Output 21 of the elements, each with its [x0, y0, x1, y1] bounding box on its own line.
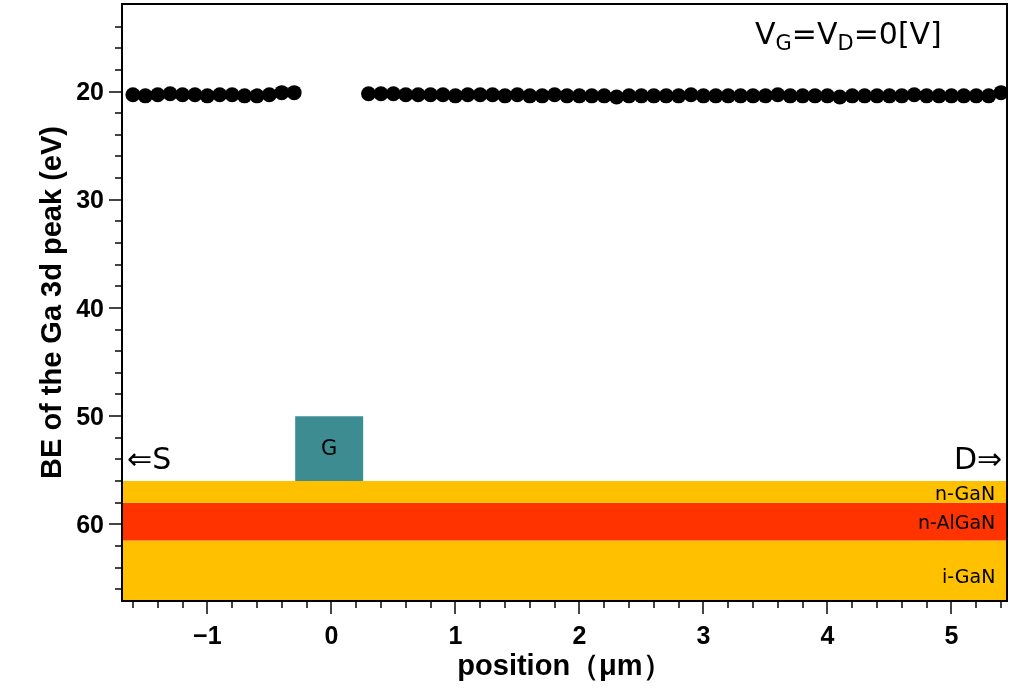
y-tick-label: 20 — [76, 77, 104, 106]
x-axis-title: position（μm） — [457, 649, 672, 681]
annotation: n-GaN — [935, 482, 996, 504]
y-tick-label: 30 — [76, 185, 104, 214]
x-tick-label: 0 — [324, 621, 339, 649]
annotation: V$_{G}$=V$_{D}$=0[V] — [755, 16, 942, 56]
x-tick-label: 5 — [944, 621, 959, 649]
annotation: n-AlGaN — [918, 511, 996, 533]
x-tick-label: 3 — [696, 621, 711, 649]
annotation: G — [321, 436, 338, 460]
y-tick-label: 60 — [76, 510, 104, 539]
x-tick-label: 1 — [448, 621, 463, 649]
x-tick-label: 4 — [820, 621, 835, 649]
y-tick-label: 50 — [76, 401, 104, 430]
x-tick-label: −1 — [193, 621, 222, 649]
annotation: D⇒ — [954, 441, 1003, 476]
y-tick-label: 40 — [76, 293, 104, 322]
annotation: i-GaN — [942, 565, 996, 587]
y-axis-title: BE of the Ga 3d peak (eV) — [35, 126, 68, 479]
annotation: ⇐S — [127, 441, 172, 476]
x-tick-label: 2 — [572, 621, 587, 649]
